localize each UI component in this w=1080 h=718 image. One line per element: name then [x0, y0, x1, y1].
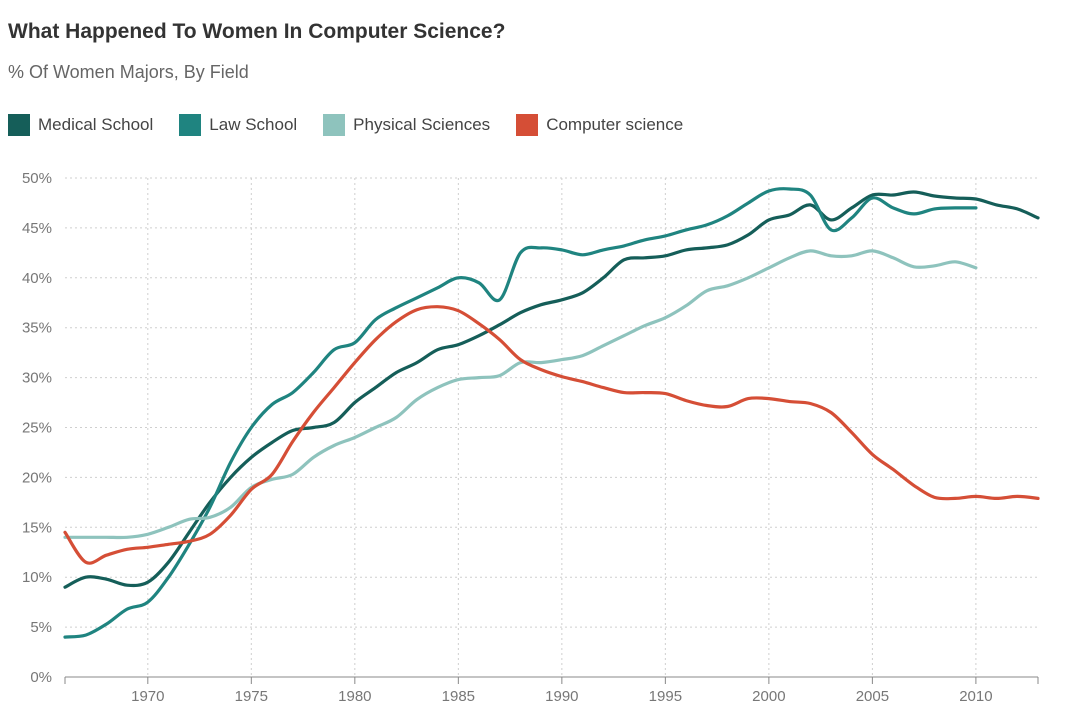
x-tick-label: 1995: [649, 688, 682, 705]
x-tick-label: 1970: [131, 688, 164, 705]
legend-item-physical-sciences[interactable]: Physical Sciences: [323, 114, 490, 136]
chart-title: What Happened To Women In Computer Scien…: [8, 20, 506, 43]
series-line-physical-sciences: [63, 249, 978, 540]
y-tick-label: 50%: [22, 170, 52, 187]
x-tick-label: 1980: [338, 688, 371, 705]
y-tick-label: 40%: [22, 270, 52, 287]
y-tick-label: 30%: [22, 370, 52, 387]
legend-item-medical-school[interactable]: Medical School: [8, 114, 153, 136]
series-line-medical-school: [63, 190, 1040, 589]
x-tick-label: 1985: [442, 688, 475, 705]
y-tick-label: 10%: [22, 569, 52, 586]
legend-label-medical-school: Medical School: [38, 115, 154, 134]
y-tick-label: 20%: [22, 469, 52, 486]
y-tick-label: 0%: [30, 669, 52, 686]
legend-swatch-physical-sciences: [323, 114, 346, 136]
legend-label-law-school: Law School: [209, 115, 298, 134]
chart-subtitle: % Of Women Majors, By Field: [8, 62, 249, 82]
x-tick-label: 1975: [235, 688, 268, 705]
legend-swatch-law-school: [179, 114, 202, 136]
legend-item-computer-science[interactable]: Computer science: [516, 114, 683, 136]
series-line-law-school: [63, 187, 978, 639]
x-tick-label: 2010: [959, 688, 992, 705]
legend-swatch-computer-science: [516, 114, 539, 136]
series-line-computer-science: [63, 305, 1040, 565]
legend: Medical School Law School Physical Scien…: [8, 114, 709, 136]
x-tick-label: 1990: [545, 688, 578, 705]
y-tick-label: 35%: [22, 320, 52, 337]
x-tick-label: 2000: [752, 688, 785, 705]
legend-label-computer-science: Computer science: [546, 115, 684, 134]
y-tick-label: 25%: [22, 420, 52, 437]
y-tick-label: 45%: [22, 220, 52, 237]
legend-item-law-school[interactable]: Law School: [179, 114, 297, 136]
legend-swatch-medical-school: [8, 114, 30, 136]
legend-label-physical-sciences: Physical Sciences: [353, 115, 491, 134]
x-tick-label: 2005: [856, 688, 889, 705]
y-tick-label: 5%: [30, 619, 52, 636]
y-tick-label: 15%: [22, 519, 52, 536]
